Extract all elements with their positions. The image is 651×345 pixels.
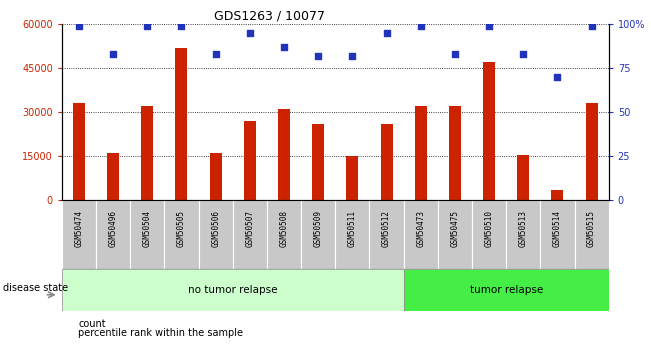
Point [587,23,597,29]
Title: GDS1263 / 10077: GDS1263 / 10077 [214,10,325,23]
Text: GSM50512: GSM50512 [382,210,391,247]
FancyBboxPatch shape [267,200,301,269]
Point [279,44,289,50]
FancyBboxPatch shape [301,200,335,269]
Point [484,23,494,29]
FancyBboxPatch shape [233,200,267,269]
Text: tumor relapse: tumor relapse [469,285,543,295]
Bar [551,190,563,200]
Point [450,51,460,57]
FancyBboxPatch shape [199,200,233,269]
Point [210,51,221,57]
Text: GSM50507: GSM50507 [245,210,255,247]
Bar [483,62,495,200]
Bar [210,153,221,200]
Point [142,23,152,29]
FancyBboxPatch shape [437,200,472,269]
Bar [244,121,256,200]
Bar [518,155,529,200]
FancyBboxPatch shape [370,200,404,269]
Bar [107,153,119,200]
FancyBboxPatch shape [96,200,130,269]
Text: GSM50496: GSM50496 [109,210,118,247]
FancyBboxPatch shape [472,200,506,269]
Text: GSM50514: GSM50514 [553,210,562,247]
Text: GSM50508: GSM50508 [279,210,288,247]
Point [108,51,118,57]
FancyBboxPatch shape [540,200,575,269]
Bar [312,124,324,200]
Bar [415,106,426,200]
Text: GSM50510: GSM50510 [484,210,493,247]
Text: GSM50515: GSM50515 [587,210,596,247]
Bar [73,104,85,200]
FancyBboxPatch shape [130,200,164,269]
Point [176,23,187,29]
Point [74,23,84,29]
Text: count: count [78,319,105,329]
FancyBboxPatch shape [62,200,96,269]
Bar [449,106,461,200]
Point [245,30,255,36]
FancyBboxPatch shape [335,200,370,269]
FancyBboxPatch shape [575,200,609,269]
Text: GSM50506: GSM50506 [211,210,220,247]
FancyBboxPatch shape [164,200,199,269]
Text: disease state: disease state [3,283,68,293]
Text: no tumor relapse: no tumor relapse [188,285,277,295]
Point [518,51,529,57]
Text: GSM50513: GSM50513 [519,210,528,247]
Point [313,53,324,59]
FancyBboxPatch shape [506,200,540,269]
Bar [176,48,187,200]
Bar [141,106,153,200]
Bar [586,104,598,200]
Text: GSM50511: GSM50511 [348,210,357,247]
Point [347,53,357,59]
FancyBboxPatch shape [62,269,404,310]
Bar [346,156,358,200]
Text: GSM50504: GSM50504 [143,210,152,247]
Point [415,23,426,29]
Text: GSM50475: GSM50475 [450,210,460,247]
Text: GSM50505: GSM50505 [177,210,186,247]
Bar [278,109,290,200]
FancyBboxPatch shape [404,200,437,269]
FancyBboxPatch shape [404,269,609,310]
Text: percentile rank within the sample: percentile rank within the sample [78,328,243,338]
Bar [381,124,393,200]
Text: GSM50473: GSM50473 [416,210,425,247]
Text: GSM50509: GSM50509 [314,210,323,247]
Text: GSM50474: GSM50474 [74,210,83,247]
Point [552,74,562,80]
Point [381,30,392,36]
